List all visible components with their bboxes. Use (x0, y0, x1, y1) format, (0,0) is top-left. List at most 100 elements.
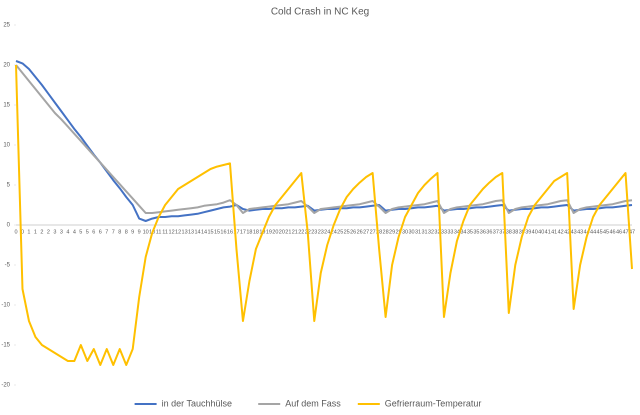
x-tick-label: 9 (131, 229, 134, 235)
x-tick-label: 47 (622, 229, 628, 235)
x-tick-label: 21 (285, 229, 291, 235)
x-tick-label: 2 (40, 229, 43, 235)
x-tick-label: 8 (118, 229, 121, 235)
x-tick-label: 33 (447, 229, 453, 235)
x-tick-label: 0 (14, 229, 17, 235)
x-tick-label: 42 (558, 229, 564, 235)
x-tick-label: 13 (182, 229, 188, 235)
x-tick-label: 13 (188, 229, 194, 235)
legend-label: Auf dem Fass (285, 398, 341, 408)
x-tick-label: 42 (564, 229, 570, 235)
y-tick-label: 20 (3, 63, 10, 69)
x-tick-label: 26 (357, 229, 363, 235)
x-tick-label: 8 (125, 229, 128, 235)
x-tick-label: 2 (47, 229, 50, 235)
series-line (15, 60, 633, 222)
y-tick-label: 25 (3, 23, 10, 29)
x-tick-label: 19 (266, 229, 272, 235)
x-tick-label: 5 (79, 229, 82, 235)
x-tick-label: 14 (201, 229, 207, 235)
x-tick-label: 36 (480, 229, 486, 235)
series-line (15, 64, 633, 214)
x-tick-label: 17 (240, 229, 246, 235)
x-tick-label: 35 (473, 229, 479, 235)
x-tick-label: 20 (272, 229, 278, 235)
x-tick-label: 39 (525, 229, 531, 235)
x-tick-label: 6 (92, 229, 95, 235)
x-tick-label: 35 (467, 229, 473, 235)
x-tick-label: 18 (253, 229, 259, 235)
x-tick-label: 37 (499, 229, 505, 235)
x-tick-label: 31 (421, 229, 427, 235)
x-tick-label: 37 (493, 229, 499, 235)
x-tick-label: 46 (616, 229, 622, 235)
x-tick-label: 26 (350, 229, 356, 235)
x-tick-label: 3 (60, 229, 63, 235)
x-tick-label: 27 (370, 229, 376, 235)
x-tick-label: 39 (519, 229, 525, 235)
x-tick-label: 25 (337, 229, 343, 235)
y-tick-label: -15 (1, 343, 10, 349)
x-tick-label: 47 (629, 229, 635, 235)
x-tick-label: 29 (396, 229, 402, 235)
x-tick-label: 30 (402, 229, 408, 235)
x-tick-label: 40 (532, 229, 538, 235)
y-tick-label: -20 (1, 383, 10, 389)
x-tick-label: 17 (233, 229, 239, 235)
x-tick-label: 27 (363, 229, 369, 235)
x-tick-label: 4 (73, 229, 76, 235)
x-tick-label: 32 (434, 229, 440, 235)
x-tick-label: 31 (415, 229, 421, 235)
x-tick-label: 11 (162, 229, 168, 235)
x-tick-label: 29 (389, 229, 395, 235)
legend-label: in der Tauchhülse (162, 398, 232, 408)
x-tick-label: 15 (207, 229, 213, 235)
x-tick-label: 32 (428, 229, 434, 235)
x-tick-label: 9 (138, 229, 141, 235)
chart-title: Cold Crash in NC Keg (271, 7, 369, 18)
x-tick-label: 44 (584, 229, 590, 235)
x-tick-label: 21 (292, 229, 298, 235)
x-tick-label: 5 (86, 229, 89, 235)
x-tick-label: 1 (34, 229, 37, 235)
x-tick-label: 1 (27, 229, 30, 235)
x-tick-label: 3 (53, 229, 56, 235)
x-tick-label: 16 (220, 229, 226, 235)
x-tick-label: 23 (311, 229, 317, 235)
y-tick-label: -10 (1, 303, 10, 309)
x-tick-label: 43 (571, 229, 577, 235)
x-tick-label: 40 (538, 229, 544, 235)
x-tick-label: 38 (506, 229, 512, 235)
x-tick-label: 15 (214, 229, 220, 235)
x-tick-label: 11 (156, 229, 162, 235)
x-tick-label: 38 (512, 229, 518, 235)
x-tick-label: 14 (194, 229, 200, 235)
x-tick-label: 30 (408, 229, 414, 235)
x-tick-label: 34 (454, 229, 460, 235)
x-tick-label: 0 (21, 229, 24, 235)
x-tick-label: 33 (441, 229, 447, 235)
x-tick-label: 28 (376, 229, 382, 235)
x-tick-label: 10 (143, 229, 149, 235)
x-tick-label: 45 (603, 229, 609, 235)
x-tick-label: 28 (383, 229, 389, 235)
x-tick-label: 24 (324, 229, 330, 235)
y-tick-label: 5 (7, 183, 11, 189)
x-tick-label: 45 (597, 229, 603, 235)
x-tick-label: 22 (298, 229, 304, 235)
x-tick-label: 7 (112, 229, 115, 235)
x-tick-label: 7 (105, 229, 108, 235)
x-tick-label: 20 (279, 229, 285, 235)
x-tick-label: 34 (460, 229, 466, 235)
y-tick-label: 0 (7, 223, 11, 229)
y-tick-label: 10 (3, 143, 10, 149)
x-tick-label: 41 (545, 229, 551, 235)
x-tick-label: 12 (169, 229, 175, 235)
x-tick-label: 25 (344, 229, 350, 235)
x-tick-label: 4 (66, 229, 69, 235)
x-tick-label: 24 (331, 229, 337, 235)
x-tick-label: 18 (246, 229, 252, 235)
x-tick-label: 16 (227, 229, 233, 235)
legend-label: Gefrierraum-Temperatur (385, 398, 482, 408)
